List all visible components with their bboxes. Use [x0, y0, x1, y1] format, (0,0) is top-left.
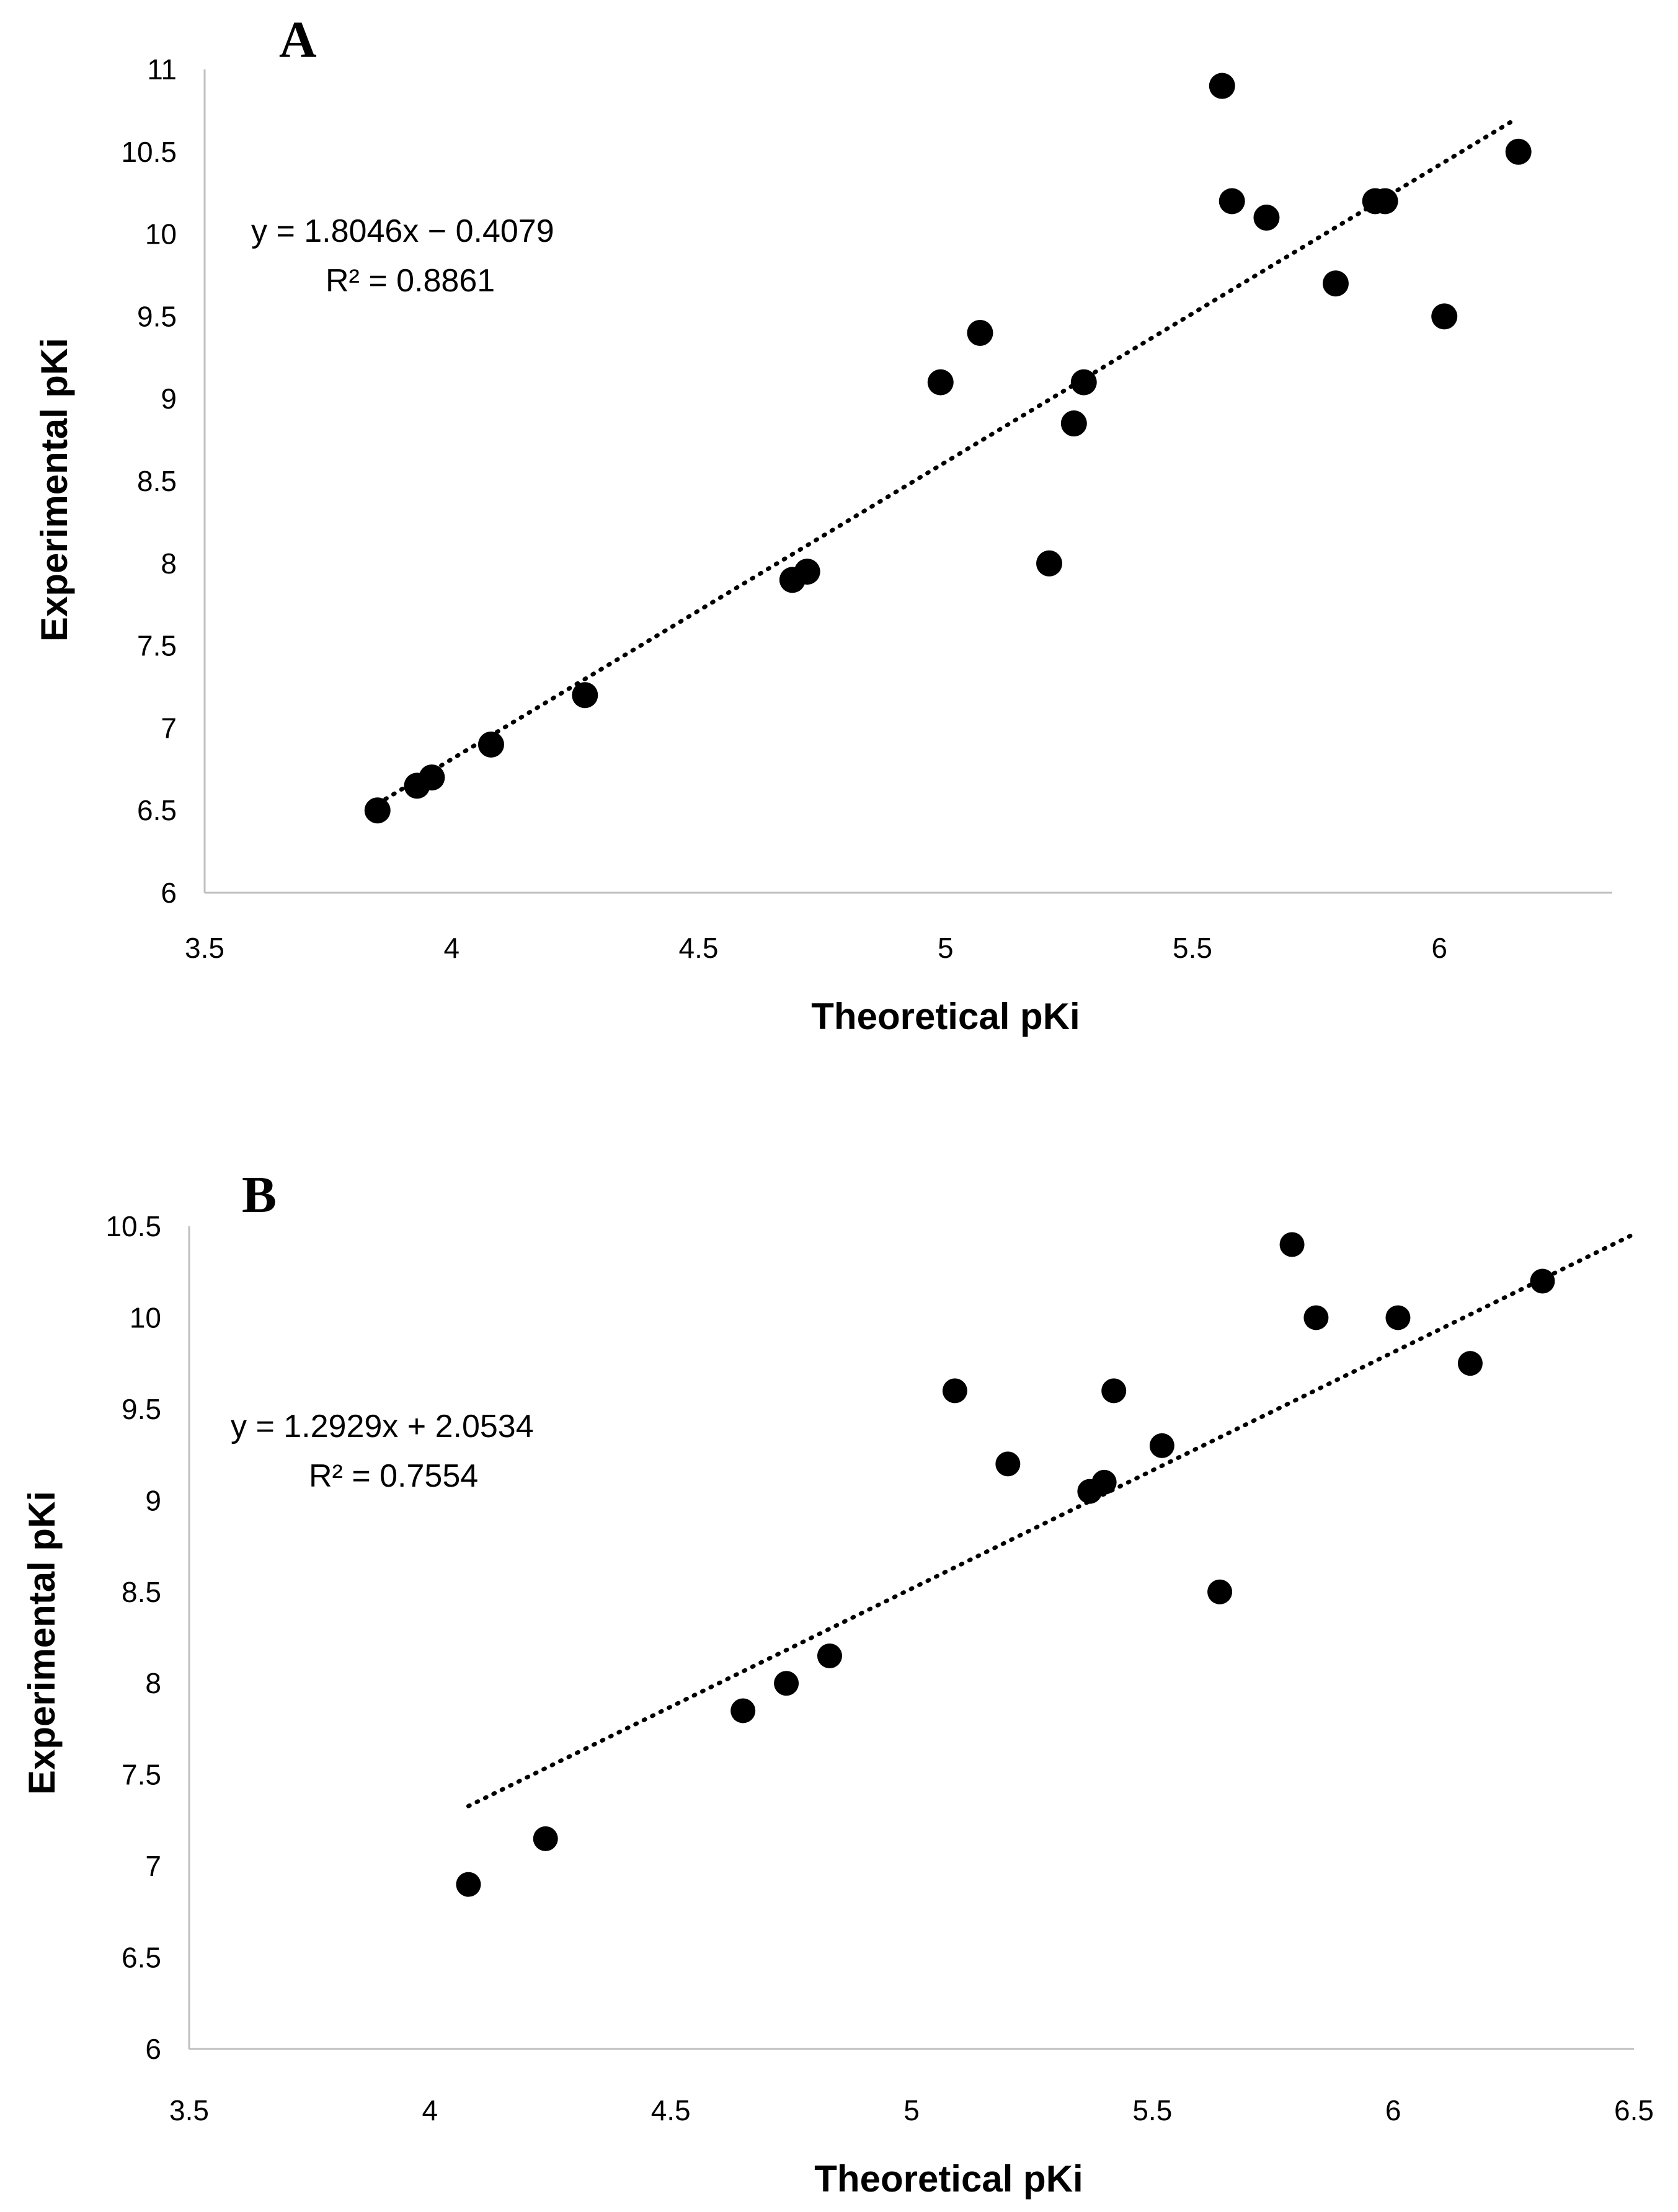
panel-a-y-axis-title: Experimental pKi [33, 338, 75, 642]
panel-b-data-point [1101, 1378, 1127, 1404]
panel-b-y-tick-label: 8 [145, 1667, 161, 1699]
panel-a-x-tick-label: 5 [938, 932, 954, 964]
panel-a-data-point [1209, 73, 1235, 99]
panel-b-y-axis-title: Experimental pKi [21, 1491, 63, 1795]
panel-a-data-point [1505, 138, 1532, 165]
panel-b-y-tick-label: 10 [130, 1301, 161, 1334]
panel-a-y-tick-label: 6.5 [137, 794, 177, 826]
panel-a-data-point [967, 319, 993, 346]
panel-a-data-point [572, 682, 598, 709]
panel-a-y-tick-labels: 6 6.5 7 7.5 8 8.5 9 9.5 10 10.5 11 [121, 53, 177, 909]
panel-b-x-tick-labels: 3.5 4 4.5 5 5.5 6 6.5 [169, 2094, 1654, 2126]
panel-b-data-point [1303, 1305, 1329, 1330]
panel-a-data-point [1219, 188, 1245, 215]
panel-a-x-tick-label: 3.5 [185, 932, 224, 964]
panel-a-data-point [794, 559, 820, 585]
panel-b-x-tick-label: 4.5 [651, 2094, 691, 2126]
panel-a-data-point [1060, 410, 1087, 437]
panel-b-x-tick-label: 4 [422, 2094, 438, 2126]
panel-b-x-tick-label: 5.5 [1132, 2094, 1172, 2126]
panel-b-y-tick-label: 9 [145, 1484, 161, 1516]
panel-a-equation: y = 1.8046x − 0.4079 [251, 213, 554, 249]
panel-b-data-point [774, 1671, 799, 1696]
panel-a-trendline [375, 118, 1516, 807]
panel-b-x-tick-label: 3.5 [169, 2094, 209, 2126]
panel-b-data-point [730, 1698, 756, 1723]
panel-a-y-tick-label: 7.5 [137, 630, 177, 662]
panel-b-data-point [1149, 1433, 1174, 1458]
panel-b-x-tick-label: 6.5 [1614, 2094, 1654, 2126]
panel-a-x-axis-title: Theoretical pKi [811, 996, 1080, 1037]
panel-b-r-squared: R² = 0.7554 [309, 1458, 478, 1494]
panel-b-data-point [942, 1378, 967, 1404]
panel-a-data-point [1036, 550, 1062, 577]
panel-b-data-point [456, 1872, 481, 1897]
panel-a-label: A [279, 11, 317, 69]
panel-a-y-tick-label: 9 [161, 383, 177, 415]
panel-b-y-tick-labels: 6 6.5 7 7.5 8 8.5 9 9.5 10 10.5 [105, 1210, 161, 2065]
panel-b-data-point [1457, 1351, 1483, 1376]
panel-a-x-tick-label: 5.5 [1173, 932, 1212, 964]
panel-b: B 6 6.5 7 7.5 8 8.5 9 9.5 10 10.5 3.5 4 4.5 5 5.5 6 6.5… [21, 1166, 1654, 2200]
panel-a-data-point [1070, 369, 1097, 396]
panel-a-x-tick-label: 4 [443, 932, 459, 964]
panel-b-data-point [1207, 1579, 1233, 1604]
panel-a: A 6 6.5 7 7.5 8 8.5 9 9.5 10 10.5 11 3.5 4 4.5 5 5.5 6 … [33, 11, 1612, 1037]
panel-a-y-tick-label: 8 [161, 547, 177, 580]
panel-a-y-tick-label: 7 [161, 712, 177, 744]
panel-b-trendline [466, 1232, 1636, 1808]
panel-b-points [456, 1232, 1555, 1897]
panel-b-y-tick-label: 6 [145, 2033, 161, 2065]
panel-a-data-point [927, 369, 954, 396]
panel-b-y-tick-label: 9.5 [122, 1393, 161, 1425]
panel-b-y-tick-label: 7 [145, 1850, 161, 1882]
panel-b-x-tick-label: 5 [903, 2094, 920, 2126]
panel-a-y-tick-label: 9.5 [137, 300, 177, 332]
panel-a-data-point [1253, 205, 1280, 231]
panel-a-data-point [364, 797, 391, 824]
panel-a-data-point [1431, 303, 1458, 330]
panel-a-y-tick-label: 6 [161, 877, 177, 909]
panel-b-equation: y = 1.2929x + 2.0534 [231, 1409, 534, 1444]
panel-a-y-tick-label: 11 [147, 53, 177, 86]
panel-b-y-tick-label: 10.5 [105, 1210, 161, 1242]
panel-a-x-tick-labels: 3.5 4 4.5 5 5.5 6 [185, 932, 1447, 964]
panel-b-x-tick-label: 6 [1385, 2094, 1401, 2126]
panel-a-y-tick-label: 8.5 [137, 465, 177, 497]
panel-b-x-axis-title: Theoretical pKi [814, 2158, 1083, 2200]
panel-b-y-tick-label: 6.5 [122, 1942, 161, 1974]
panel-a-data-point [477, 731, 504, 758]
panel-a-points [364, 73, 1532, 824]
panel-a-y-tick-label: 10 [145, 218, 177, 250]
panel-a-x-tick-label: 4.5 [679, 932, 719, 964]
panel-a-r-squared: R² = 0.8861 [326, 263, 495, 299]
panel-a-y-tick-label: 10.5 [121, 136, 177, 168]
panel-b-data-point [817, 1643, 842, 1668]
panel-b-y-tick-label: 7.5 [122, 1759, 161, 1791]
panel-a-data-point [419, 764, 445, 791]
panel-b-data-point [1385, 1305, 1411, 1330]
panel-b-data-point [1530, 1268, 1555, 1294]
panel-b-label: B [242, 1166, 277, 1224]
panel-a-data-point [1322, 270, 1349, 297]
panel-b-data-point [533, 1826, 558, 1851]
panel-b-data-point [995, 1451, 1021, 1477]
panel-b-data-point [1279, 1232, 1305, 1257]
panel-b-data-point [1091, 1469, 1117, 1495]
panel-a-data-point [1372, 188, 1398, 215]
panel-a-x-tick-label: 6 [1431, 932, 1447, 964]
panel-b-y-tick-label: 8.5 [122, 1576, 161, 1608]
